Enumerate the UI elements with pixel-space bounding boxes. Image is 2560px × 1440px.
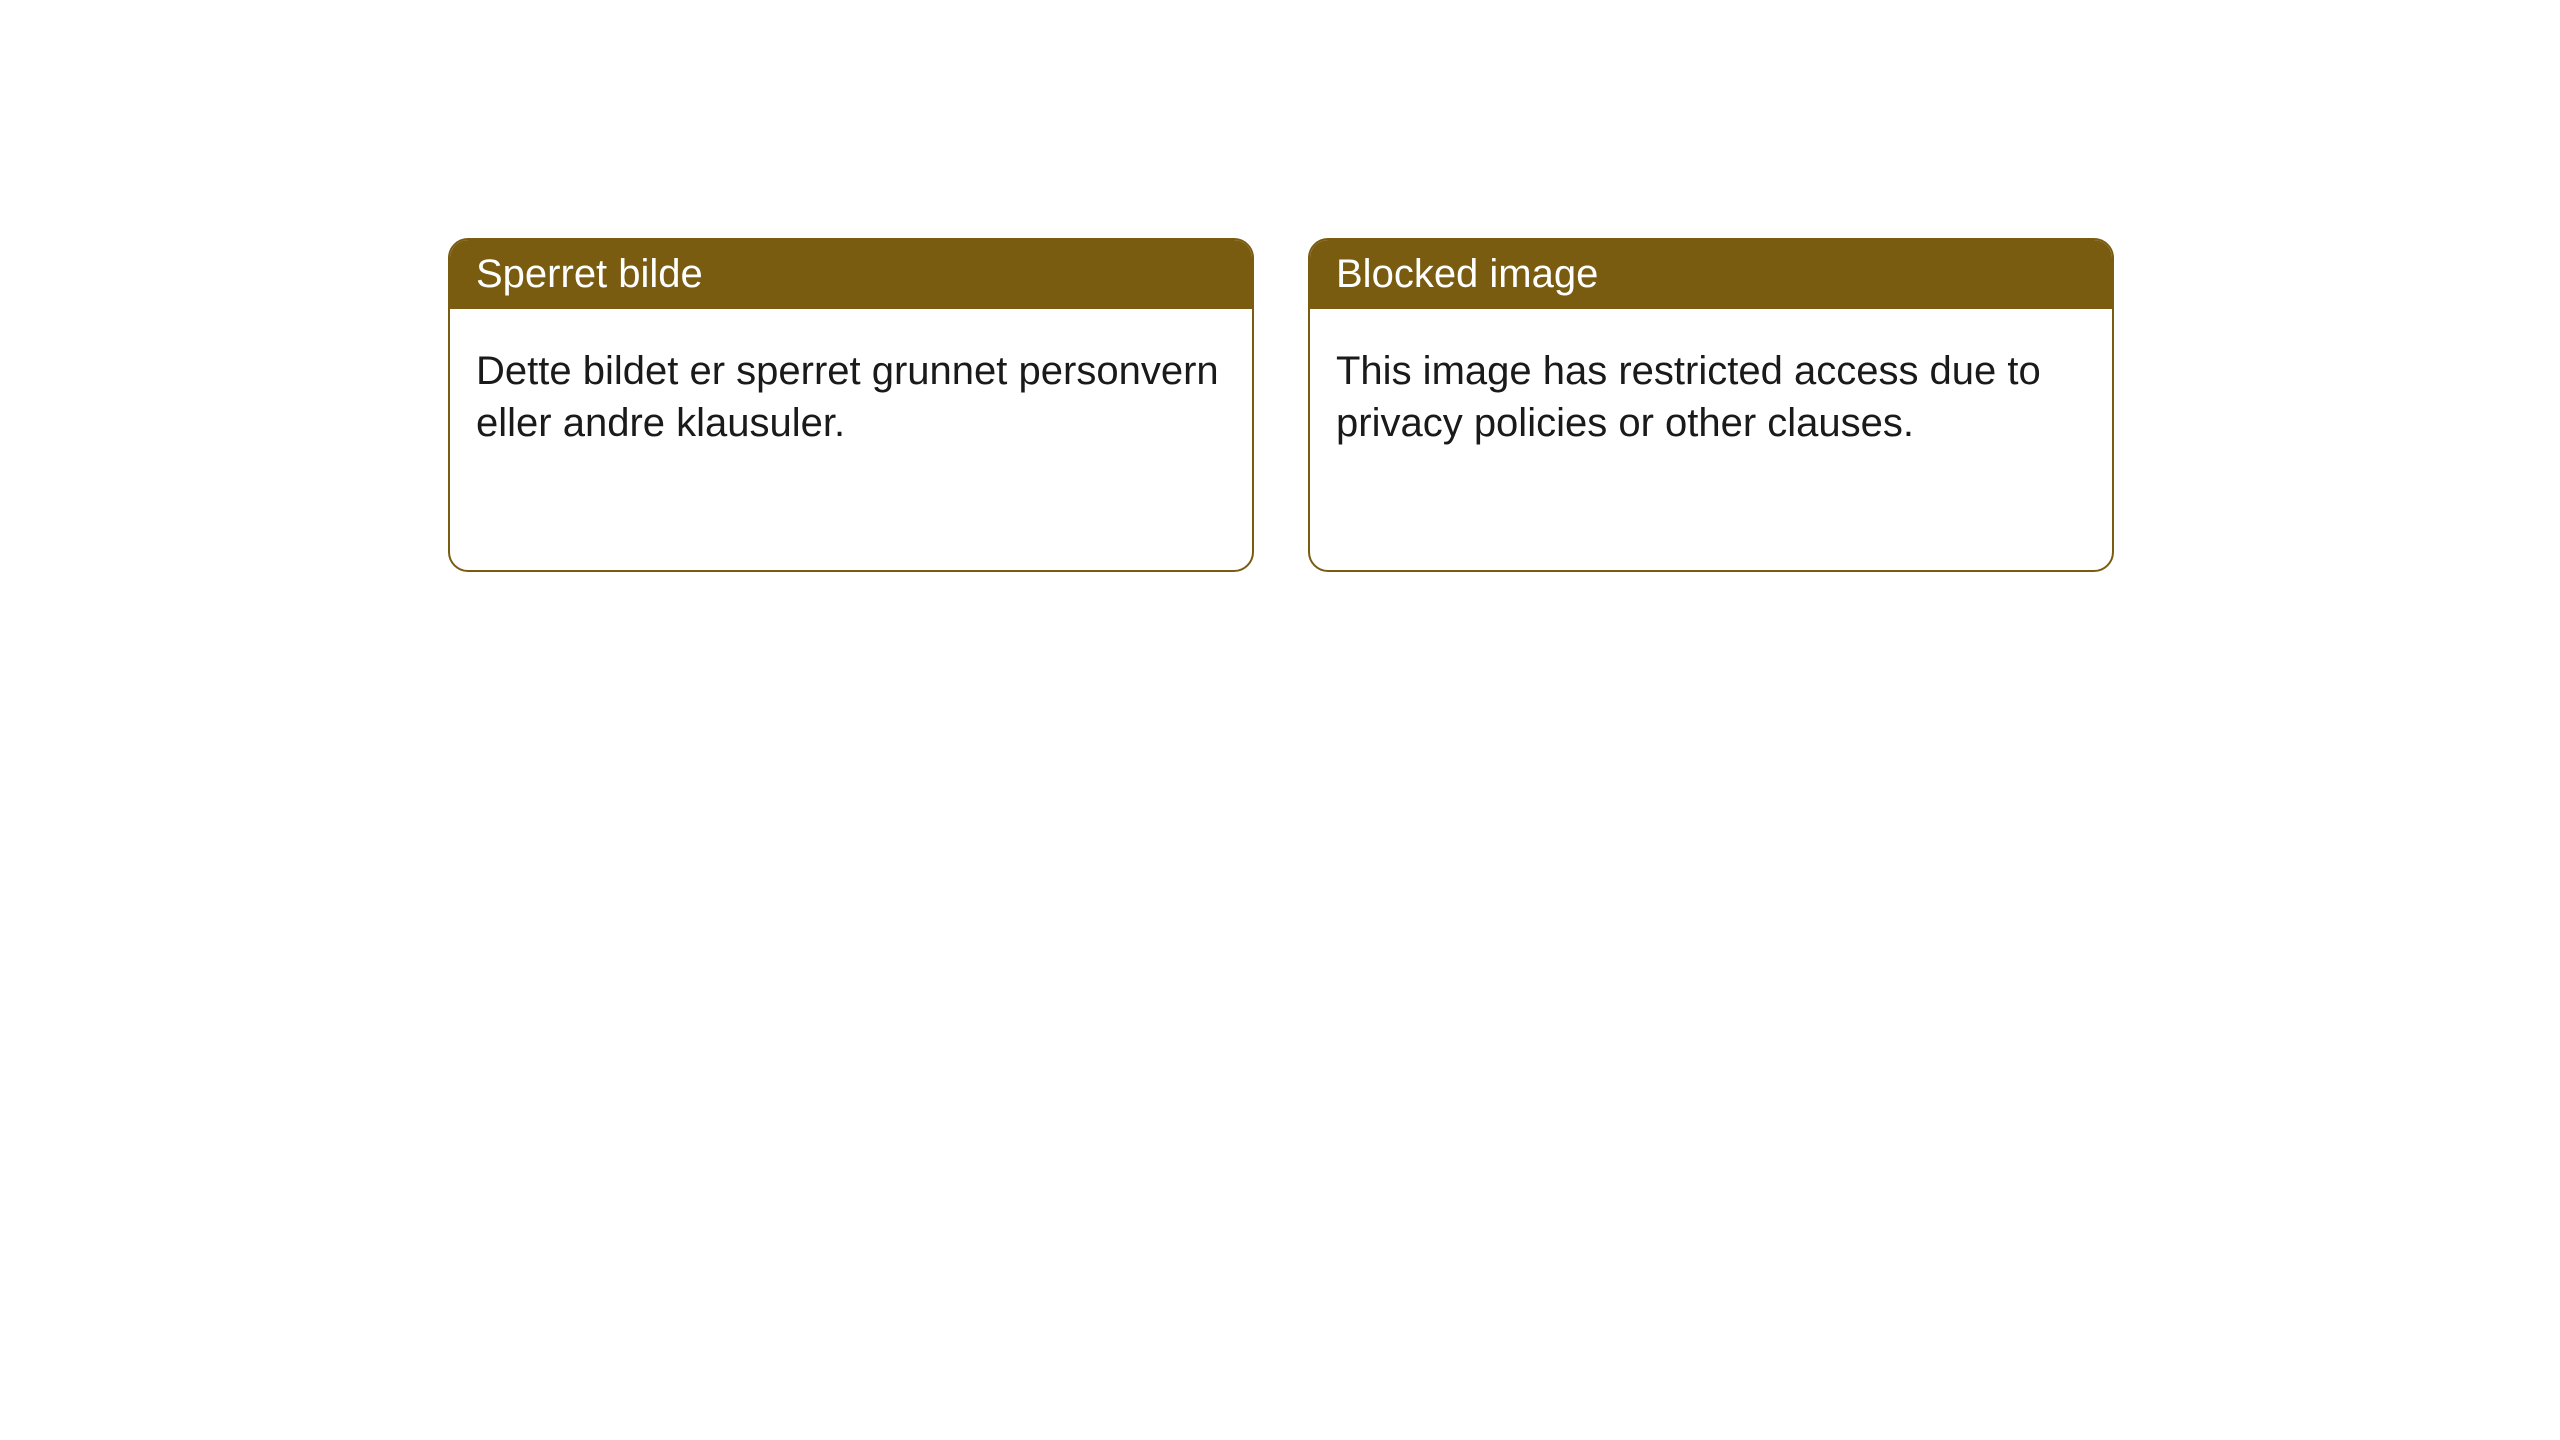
notice-card-body-norwegian: Dette bildet er sperret grunnet personve…	[450, 309, 1252, 485]
notice-card-norwegian: Sperret bilde Dette bildet er sperret gr…	[448, 238, 1254, 572]
notice-card-english: Blocked image This image has restricted …	[1308, 238, 2114, 572]
notice-card-body-english: This image has restricted access due to …	[1310, 309, 2112, 485]
notice-card-header-english: Blocked image	[1310, 240, 2112, 309]
notice-cards-container: Sperret bilde Dette bildet er sperret gr…	[0, 0, 2560, 572]
notice-card-header-norwegian: Sperret bilde	[450, 240, 1252, 309]
